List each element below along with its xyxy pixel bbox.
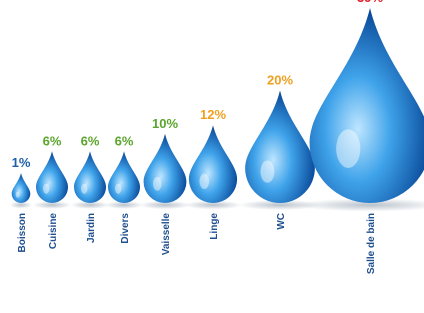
drop <box>310 8 424 203</box>
value-label: 20% <box>267 73 293 88</box>
category-label: Linge <box>209 213 220 240</box>
drop-highlight <box>260 160 274 182</box>
drop-highlight <box>43 183 49 193</box>
page: {"chart_data": {"type": "drop", "categor… <box>0 0 424 313</box>
drop-highlight <box>115 183 121 193</box>
value-label: 10% <box>152 116 178 131</box>
value-label: 12% <box>200 107 226 122</box>
value-label: 6% <box>115 133 134 148</box>
category-label: Boisson <box>17 213 28 252</box>
drop-highlight <box>336 129 360 168</box>
category-label: Cuisine <box>48 213 59 250</box>
drop-highlight <box>16 192 20 198</box>
drop <box>144 134 187 203</box>
value-label: 6% <box>43 133 62 148</box>
drop <box>36 151 68 203</box>
value-label: 39% <box>357 0 383 5</box>
drop <box>108 151 140 203</box>
value-label: 6% <box>81 133 100 148</box>
drop <box>189 125 237 203</box>
drop-highlight <box>81 183 87 193</box>
chart: 1% Boisson 6% Cuisine 6% Jardin 6% Divers 10% Vai… <box>0 0 424 313</box>
drop <box>12 173 31 203</box>
category-label: WC <box>276 213 287 230</box>
drop <box>245 91 315 204</box>
category-label: Salle de bain <box>366 213 377 274</box>
category-label: Jardin <box>86 213 97 243</box>
drop-highlight <box>200 174 210 189</box>
drop-highlight <box>153 177 162 191</box>
category-label: Divers <box>120 213 131 244</box>
category-label: Vaisselle <box>161 213 172 256</box>
value-label: 1% <box>12 155 31 170</box>
drop <box>74 151 106 203</box>
